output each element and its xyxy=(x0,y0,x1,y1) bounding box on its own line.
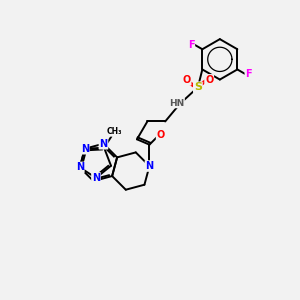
Text: N: N xyxy=(92,173,100,183)
Text: O: O xyxy=(182,75,191,85)
Text: HN: HN xyxy=(169,98,184,107)
Text: N: N xyxy=(81,144,89,154)
Text: F: F xyxy=(188,40,194,50)
Text: N: N xyxy=(76,162,84,172)
Text: S: S xyxy=(194,82,202,92)
Text: N: N xyxy=(146,161,154,171)
Text: O: O xyxy=(205,75,213,85)
Text: F: F xyxy=(245,69,252,79)
Text: O: O xyxy=(157,130,165,140)
Text: CH₃: CH₃ xyxy=(107,127,122,136)
Text: N: N xyxy=(99,139,107,149)
